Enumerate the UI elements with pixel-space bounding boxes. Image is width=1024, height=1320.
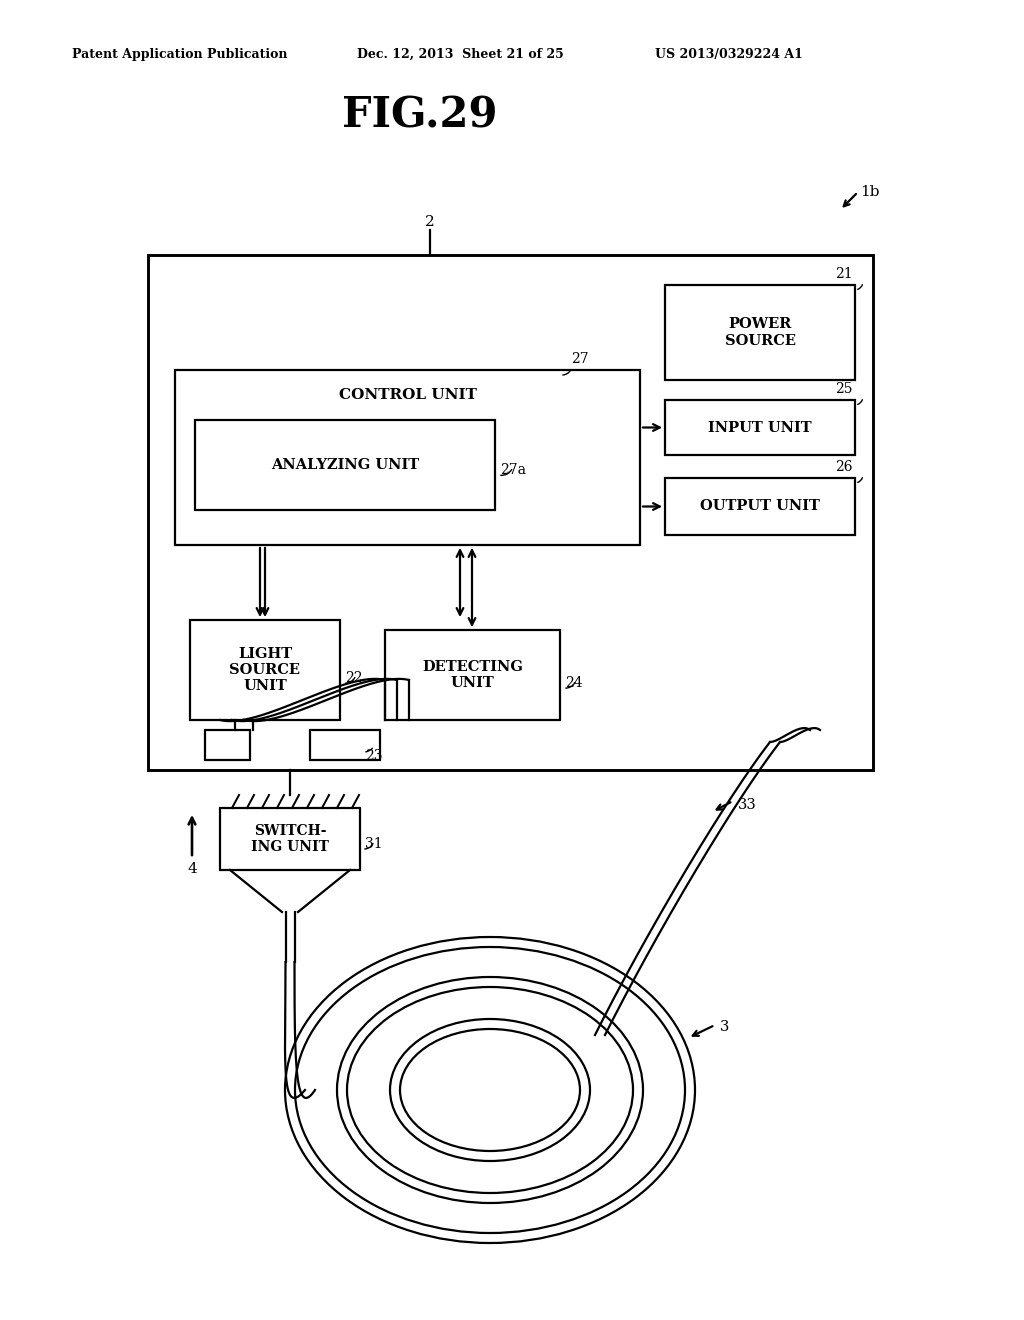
Text: 3: 3 <box>720 1020 729 1034</box>
Bar <box>220 808 360 870</box>
Text: 25: 25 <box>836 381 853 396</box>
Text: 2: 2 <box>425 215 435 228</box>
Bar <box>148 255 873 770</box>
Bar <box>175 370 640 545</box>
Bar <box>665 478 855 535</box>
Text: 4: 4 <box>187 862 197 876</box>
Bar <box>385 630 560 719</box>
Text: OUTPUT UNIT: OUTPUT UNIT <box>700 499 820 513</box>
Text: SWITCH-
ING UNIT: SWITCH- ING UNIT <box>251 824 329 854</box>
Bar <box>190 620 340 719</box>
Bar <box>195 420 495 510</box>
Text: LIGHT
SOURCE
UNIT: LIGHT SOURCE UNIT <box>229 647 300 693</box>
Bar <box>310 730 380 760</box>
Text: POWER
SOURCE: POWER SOURCE <box>725 317 796 347</box>
Text: 27a: 27a <box>500 463 526 477</box>
Text: 33: 33 <box>738 799 757 812</box>
Text: 24: 24 <box>565 676 583 690</box>
Text: DETECTING
UNIT: DETECTING UNIT <box>422 660 523 690</box>
Bar <box>205 730 250 760</box>
Text: INPUT UNIT: INPUT UNIT <box>709 421 812 434</box>
Text: FIG.29: FIG.29 <box>342 95 498 137</box>
Text: 31: 31 <box>365 837 383 851</box>
Bar <box>665 400 855 455</box>
Text: 23: 23 <box>365 748 383 763</box>
Text: Dec. 12, 2013  Sheet 21 of 25: Dec. 12, 2013 Sheet 21 of 25 <box>357 48 564 61</box>
Text: 27: 27 <box>571 352 589 366</box>
Text: ANALYZING UNIT: ANALYZING UNIT <box>271 458 419 473</box>
Text: CONTROL UNIT: CONTROL UNIT <box>339 388 476 403</box>
Text: Patent Application Publication: Patent Application Publication <box>72 48 288 61</box>
Text: 22: 22 <box>345 671 362 685</box>
Text: 21: 21 <box>836 267 853 281</box>
Bar <box>665 285 855 380</box>
Text: US 2013/0329224 A1: US 2013/0329224 A1 <box>655 48 803 61</box>
Text: 1b: 1b <box>860 185 880 199</box>
Text: 26: 26 <box>836 459 853 474</box>
